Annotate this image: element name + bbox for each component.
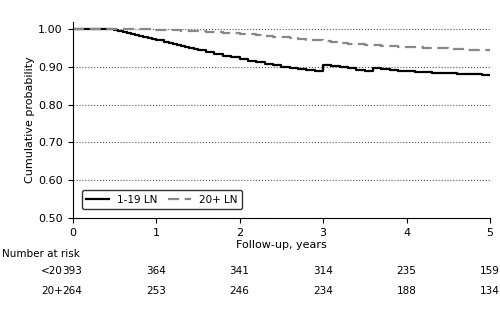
Legend: 1-19 LN, 20+ LN: 1-19 LN, 20+ LN bbox=[82, 190, 242, 209]
Text: 393: 393 bbox=[62, 266, 82, 276]
Text: 246: 246 bbox=[230, 286, 250, 296]
Text: 264: 264 bbox=[62, 286, 82, 296]
Text: 314: 314 bbox=[313, 266, 333, 276]
Text: 341: 341 bbox=[230, 266, 250, 276]
Text: 364: 364 bbox=[146, 266, 166, 276]
Text: 253: 253 bbox=[146, 286, 166, 296]
Text: 159: 159 bbox=[480, 266, 500, 276]
Text: 20+: 20+ bbox=[41, 286, 62, 296]
Text: 234: 234 bbox=[313, 286, 333, 296]
Y-axis label: Cumulative probability: Cumulative probability bbox=[25, 56, 35, 183]
Text: <20: <20 bbox=[40, 266, 62, 276]
Text: Number at risk: Number at risk bbox=[2, 249, 80, 259]
Text: 134: 134 bbox=[480, 286, 500, 296]
Text: 188: 188 bbox=[396, 286, 416, 296]
Text: 235: 235 bbox=[396, 266, 416, 276]
X-axis label: Follow-up, years: Follow-up, years bbox=[236, 240, 326, 250]
